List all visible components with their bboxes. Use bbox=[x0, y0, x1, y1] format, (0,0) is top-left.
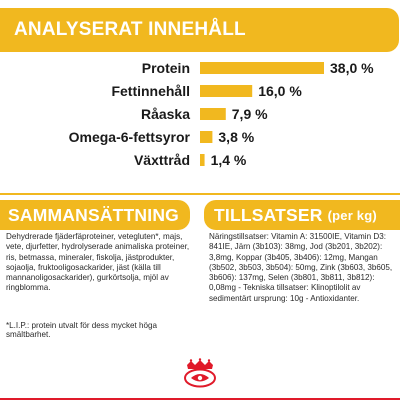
value-label: 16,0 % bbox=[258, 83, 302, 99]
bar-omega-6-fettsyror bbox=[200, 131, 213, 143]
value-label: 38,0 % bbox=[330, 60, 374, 76]
value-label: 3,8 % bbox=[218, 129, 254, 145]
category-label: Råaska bbox=[141, 106, 190, 122]
nutrient-bar-chart: Protein 38,0 % Fettinnehåll 16,0 % Råaska 7,9… bbox=[69, 60, 375, 168]
value-label: 1,4 % bbox=[211, 152, 247, 168]
bar-protein bbox=[200, 62, 324, 74]
bar-fettinneh-ll bbox=[200, 85, 253, 97]
footer-divider bbox=[0, 398, 400, 400]
composition-ingredients-text: Dehydrerade fjäderfäproteiner, veteglute… bbox=[6, 232, 190, 293]
composition-title: SAMMANSÄTTNING bbox=[8, 204, 179, 225]
category-label: Växttråd bbox=[134, 152, 190, 168]
bar-v-xttr-d bbox=[200, 154, 205, 166]
category-label: Omega-6-fettsyror bbox=[69, 129, 191, 145]
category-label: Fettinnehåll bbox=[111, 83, 190, 99]
analysis-title: ANALYSERAT INNEHÅLL bbox=[14, 19, 246, 40]
value-label: 7,9 % bbox=[232, 106, 268, 122]
composition-title-banner: SAMMANSÄTTNING bbox=[0, 200, 190, 230]
royal-canin-crown-logo-icon bbox=[184, 358, 216, 388]
lip-footnote: *L.I.P.: protein utvalt för dess mycket … bbox=[6, 321, 158, 339]
additives-title-banner: TILLSATSER (per kg) bbox=[204, 200, 400, 230]
analysis-title-banner: ANALYSERAT INNEHÅLL bbox=[0, 8, 399, 52]
additives-unit-label: (per kg) bbox=[327, 207, 377, 223]
bar-r-aska bbox=[200, 108, 226, 120]
additives-text: Näringstillsatser: Vitamin A: 31500IE, V… bbox=[209, 232, 393, 303]
additives-title: TILLSATSER bbox=[214, 204, 323, 225]
category-label: Protein bbox=[142, 60, 190, 76]
section-divider bbox=[0, 193, 400, 195]
